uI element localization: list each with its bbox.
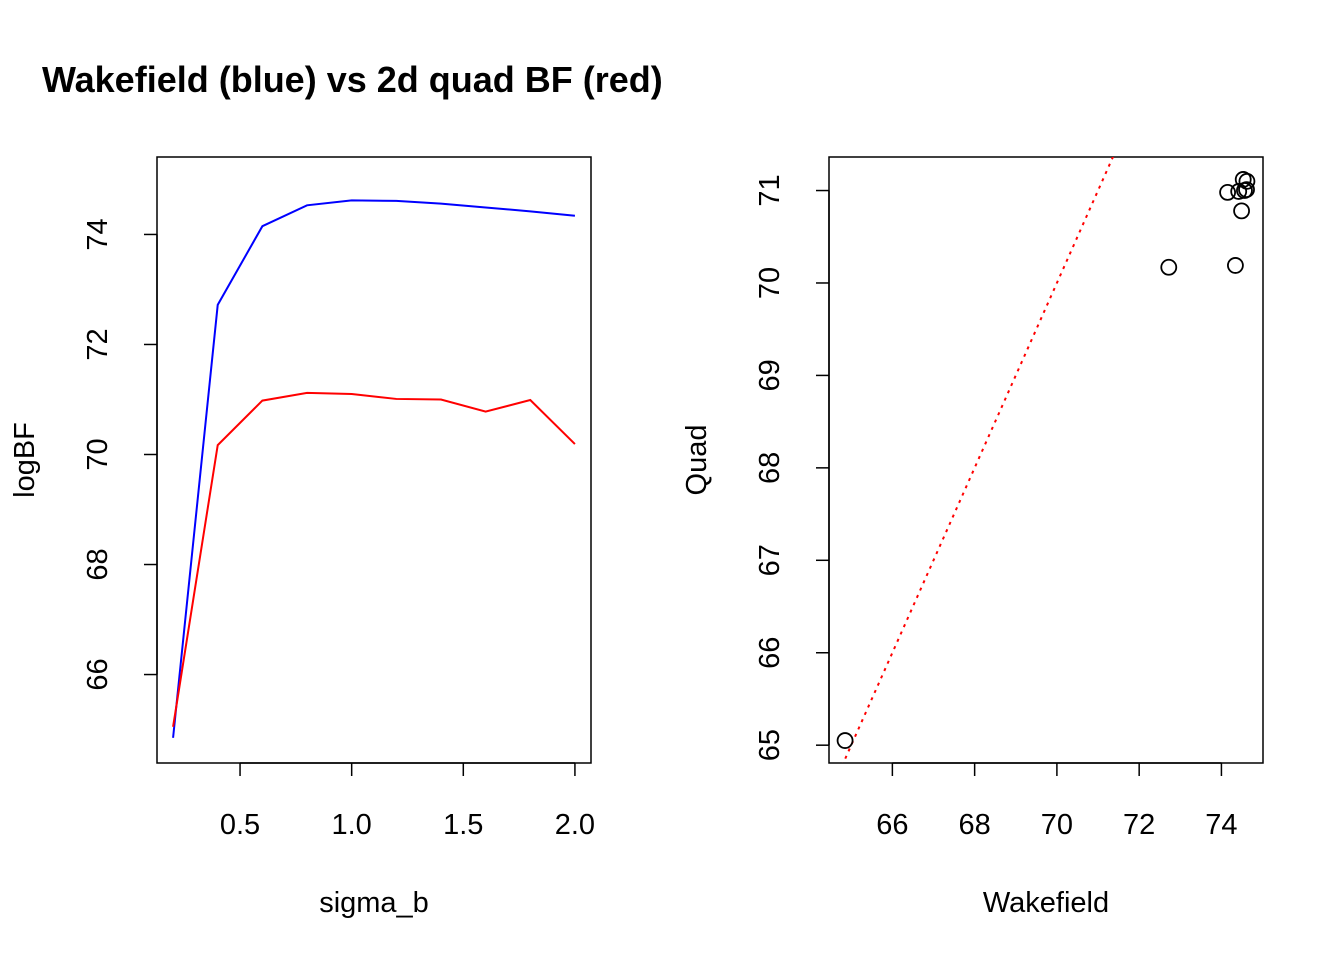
- identity-reference-line: [842, 157, 1115, 763]
- y-tick-label: 70: [754, 267, 786, 299]
- scatter-point: [1230, 183, 1248, 200]
- x-tick-label: 1.0: [332, 809, 372, 841]
- y-tick-label: 66: [82, 658, 114, 690]
- x-tick-label: 0.5: [220, 809, 260, 841]
- y-axis-right: 65 66 67 68 69 70 71: [754, 174, 830, 761]
- y-axis-left: 66 68 70 72 74: [82, 218, 158, 691]
- reference-line-group: [842, 157, 1115, 763]
- x-tick-label: 70: [1041, 809, 1073, 841]
- x-axis-label-left: sigma_b: [319, 887, 429, 919]
- y-tick-label: 72: [82, 328, 114, 360]
- y-tick-label: 71: [754, 174, 786, 206]
- scatter-point: [1236, 182, 1253, 199]
- y-axis-label-right: Quad: [681, 425, 713, 496]
- x-tick-label: 74: [1205, 809, 1237, 841]
- series-group-left: [172, 199, 576, 738]
- series-line-red: [172, 391, 576, 727]
- x-tick-label: 1.5: [443, 809, 483, 841]
- y-axis-label-left: logBF: [9, 422, 41, 498]
- y-tick-label: 70: [82, 438, 114, 470]
- scatter-point: [1219, 183, 1236, 201]
- scatter-point: [1227, 257, 1244, 274]
- scatter-point: [1238, 172, 1256, 190]
- y-tick-label: 67: [754, 544, 786, 576]
- chart-title: Wakefield (blue) vs 2d quad BF (red): [42, 59, 663, 100]
- y-tick-label: 68: [82, 548, 114, 580]
- line-panel: Wakefield (blue) vs 2d quad BF (red) 0.5…: [9, 59, 663, 919]
- x-axis-left: 0.5 1.0 1.5 2.0: [220, 762, 595, 841]
- y-tick-label: 65: [754, 729, 786, 761]
- y-tick-label: 74: [82, 218, 114, 250]
- series-line-blue: [172, 199, 576, 738]
- scatter-point: [1233, 202, 1250, 220]
- y-tick-label: 69: [754, 359, 786, 391]
- x-tick-label: 72: [1123, 809, 1155, 841]
- y-tick-label: 66: [754, 637, 786, 669]
- plot-frame-right: [828, 156, 1264, 764]
- scatter-point: [836, 732, 854, 749]
- scatter-panel: 66 68 70 72 74 65 66 67 68 69 70 71 Wakefield Quad: [681, 156, 1264, 919]
- y-tick-label: 68: [754, 452, 786, 484]
- points-group: [836, 171, 1256, 749]
- x-axis-label-right: Wakefield: [983, 887, 1109, 919]
- plot-frame-left: [156, 156, 592, 764]
- x-tick-label: 66: [876, 809, 908, 841]
- x-tick-label: 2.0: [555, 809, 595, 841]
- scatter-point: [1160, 258, 1178, 276]
- x-tick-label: 68: [959, 809, 991, 841]
- x-axis-right: 66 68 70 72 74: [876, 762, 1238, 841]
